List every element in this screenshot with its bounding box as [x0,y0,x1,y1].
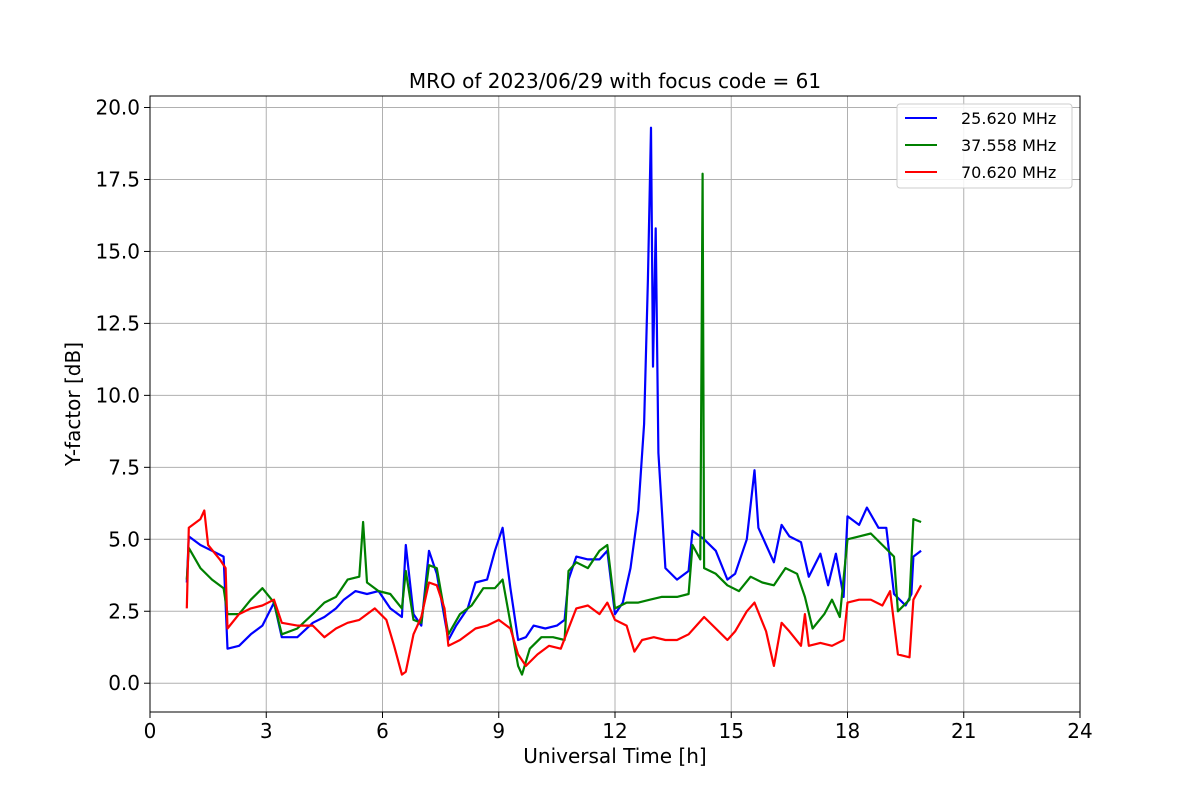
x-tick-label: 12 [602,719,627,743]
y-tick-label: 17.5 [95,167,140,191]
x-tick-label: 21 [951,719,976,743]
y-tick-label: 20.0 [95,96,140,120]
y-tick-label: 15.0 [95,239,140,263]
x-tick-label: 6 [376,719,389,743]
x-tick-label: 0 [144,719,157,743]
y-tick-label: 0.0 [108,671,140,695]
x-tick-label: 3 [260,719,273,743]
x-tick-label: 9 [492,719,505,743]
x-tick-label: 24 [1067,719,1092,743]
x-tick-label: 18 [835,719,860,743]
legend-label: 70.620 MHz [961,163,1056,182]
series-line-1 [185,172,922,676]
legend-label: 25.620 MHz [961,109,1056,128]
y-tick-label: 5.0 [108,527,140,551]
ticks: 0 3 6 9 12 15 18 21 24 0.0 2.5 5.0 7.5 10.0 12.5 15.0 17… [95,96,1092,743]
legend-label: 37.558 MHz [961,136,1056,155]
legend: 25.620 MHz 37.558 MHz 70.620 MHz [896,103,1073,189]
series-line-2 [185,509,923,676]
chart-title: MRO of 2023/06/29 with focus code = 61 [409,69,821,93]
y-tick-label: 12.5 [95,311,140,335]
y-tick-label: 2.5 [108,599,140,623]
y-tick-label: 7.5 [108,455,140,479]
y-axis-label: Y-factor [dB] [61,342,85,467]
legend-box [896,103,1073,189]
y-tick-label: 10.0 [95,383,140,407]
plot-area [185,126,923,676]
x-axis-label: Universal Time [h] [523,744,706,768]
x-tick-label: 15 [719,719,744,743]
